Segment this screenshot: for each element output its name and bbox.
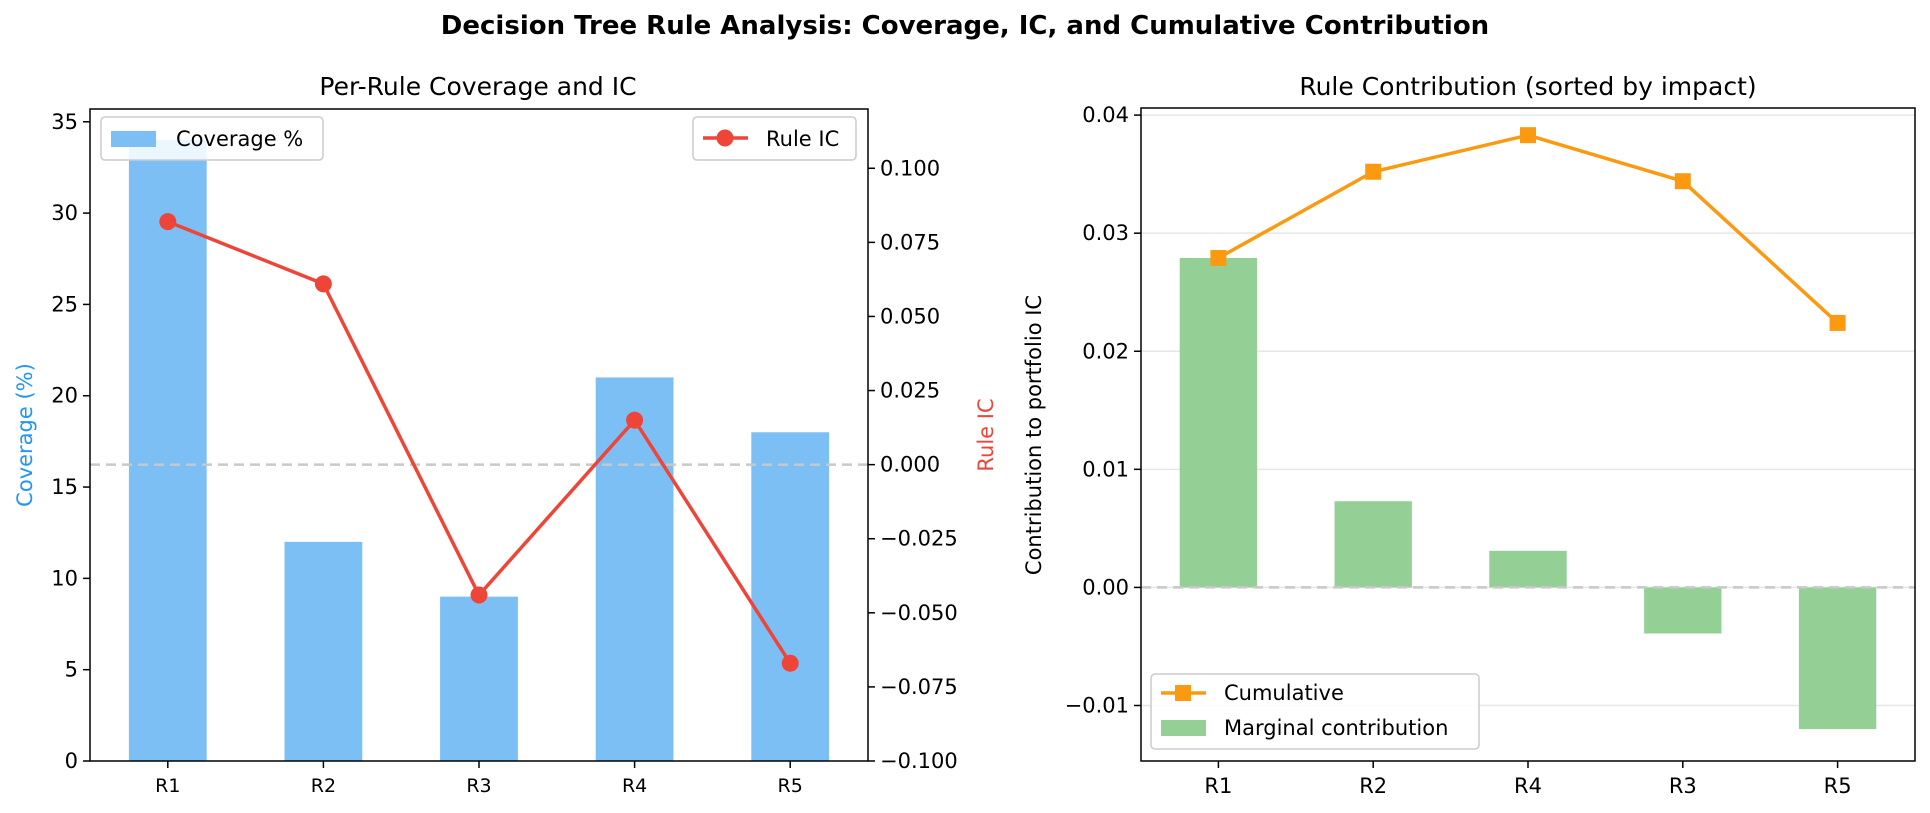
right-chart-x-tick-label: R1 <box>1204 774 1232 798</box>
marginal-legend-label: Marginal contribution <box>1224 716 1448 740</box>
left-y-tick-label: 0 <box>65 749 78 773</box>
right-y-tick-label: −0.100 <box>880 749 958 773</box>
right-chart-x-tick-label: R2 <box>1359 774 1387 798</box>
left-y-tick-label: 5 <box>65 658 78 682</box>
right-chart-y-tick-label: 0.00 <box>1082 575 1129 599</box>
left-y-axis-ticks: 0 5 10 15 20 25 30 35 <box>51 110 90 773</box>
right-y-tick-label: −0.050 <box>880 601 958 625</box>
right-y-axis-ticks: 0.100 0.075 0.050 0.025 0.000 −0.025 −0.050 −0.… <box>868 156 958 773</box>
coverage-bar-r2 <box>284 541 363 761</box>
left-y-tick-label: 10 <box>51 566 78 590</box>
marginal-bar-r5 <box>1798 587 1877 730</box>
cumulative-point-r4 <box>1520 127 1536 144</box>
left-y-tick-label: 35 <box>51 110 78 134</box>
cumulative-point-r5 <box>1829 314 1846 331</box>
right-chart-y-tick-label: 0.01 <box>1082 457 1129 481</box>
right-chart-x-tick-label: R5 <box>1824 774 1852 798</box>
right-y-tick-label: 0.025 <box>880 379 940 403</box>
rule-ic-legend: Rule IC <box>692 116 857 161</box>
coverage-legend: Coverage % <box>100 116 324 161</box>
coverage-bar-r3 <box>440 596 518 761</box>
right-chart-x-tick-label: R4 <box>1514 774 1542 798</box>
rule-ic-series <box>159 213 799 672</box>
cumulative-point-r1 <box>1210 249 1227 266</box>
left-chart: Per-Rule Coverage and IC 05101520253035 … <box>13 72 998 797</box>
right-chart-y-tick-label: −0.01 <box>1065 694 1129 718</box>
right-y-tick-label: 0.075 <box>880 230 940 254</box>
right-y-tick-label: 0.000 <box>880 453 940 477</box>
cumulative-legend-label: Cumulative <box>1224 681 1344 705</box>
marginal-legend-swatch <box>1161 720 1206 736</box>
left-x-tick-label: R3 <box>466 775 491 797</box>
rule-ic-point-r1 <box>159 213 177 231</box>
marginal-bar-r2 <box>1334 501 1412 588</box>
cumulative-legend-marker <box>1175 685 1191 701</box>
coverage-legend-label: Coverage % <box>176 127 303 151</box>
rule-ic-point-r5 <box>781 654 799 672</box>
coverage-bar-r1 <box>128 140 207 762</box>
left-y-axis-label: Coverage (%) <box>13 363 37 507</box>
right-chart-y-tick-label: 0.03 <box>1082 221 1129 245</box>
left-chart-title: Per-Rule Coverage and IC <box>319 72 636 101</box>
cumulative-line <box>1217 133 1839 325</box>
right-chart-y-axis-ticks: −0.01 0.00 0.01 0.02 0.03 0.04 <box>1065 103 1141 718</box>
right-chart: Rule Contribution (sorted by impact) −0.… <box>1022 72 1916 798</box>
marginal-bar-r1 <box>1179 257 1258 588</box>
right-chart-x-tick-label: R3 <box>1669 774 1697 798</box>
legend-box <box>1150 673 1480 750</box>
right-chart-y-tick-label: 0.02 <box>1082 339 1129 363</box>
rule-ic-point-r2 <box>314 275 332 293</box>
right-y-tick-label: −0.075 <box>880 675 958 699</box>
left-y-tick-label: 15 <box>51 475 78 499</box>
marginal-contribution-bars <box>1179 257 1877 730</box>
coverage-bar-r4 <box>595 377 674 761</box>
rule-ic-point-r4 <box>626 411 644 429</box>
left-x-tick-label: R5 <box>778 775 803 797</box>
left-y-tick-label: 20 <box>51 384 78 408</box>
right-y-tick-label: −0.025 <box>880 527 958 551</box>
right-chart-y-tick-label: 0.04 <box>1082 103 1129 127</box>
left-y-tick-label: 30 <box>51 201 78 225</box>
left-y-tick-label: 25 <box>51 292 78 316</box>
right-y-tick-label: 0.100 <box>880 156 940 180</box>
coverage-bar-r5 <box>751 432 830 761</box>
right-chart-x-axis-ticks: R1 R2 R4 R3 R5 <box>1204 761 1852 798</box>
cumulative-point-r2 <box>1365 163 1382 180</box>
rule-ic-point-r3 <box>470 586 488 604</box>
right-y-tick-label: 0.050 <box>880 304 940 328</box>
rule-ic-legend-label: Rule IC <box>766 127 839 151</box>
legend-box <box>100 116 324 161</box>
right-y-axis-label: Rule IC <box>974 398 998 471</box>
rule-ic-legend-marker <box>716 129 734 147</box>
left-x-tick-label: R1 <box>155 775 180 797</box>
cumulative-point-r3 <box>1674 173 1691 190</box>
left-x-axis-ticks: R1 R2 R3 R4 R5 <box>155 761 803 797</box>
contribution-legend: Cumulative Marginal contribution <box>1150 673 1480 750</box>
marginal-bar-r4 <box>1489 550 1567 588</box>
right-chart-y-axis-label: Contribution to portfolio IC <box>1022 295 1046 575</box>
left-x-tick-label: R4 <box>622 775 647 797</box>
legend-box <box>692 116 857 161</box>
left-x-tick-label: R2 <box>311 775 336 797</box>
coverage-legend-swatch <box>111 131 156 147</box>
coverage-bars <box>128 140 830 762</box>
figure-suptitle: Decision Tree Rule Analysis: Coverage, I… <box>441 11 1489 41</box>
marginal-bar-r3 <box>1644 587 1722 634</box>
right-chart-title: Rule Contribution (sorted by impact) <box>1299 72 1756 101</box>
cumulative-series <box>1210 127 1846 331</box>
